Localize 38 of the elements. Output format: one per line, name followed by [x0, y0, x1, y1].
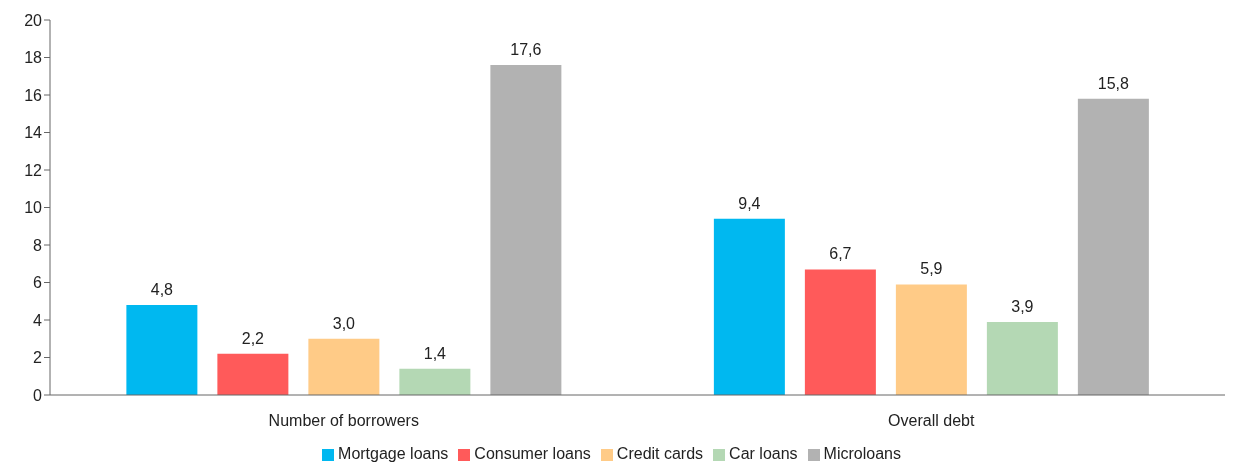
data-label: 2,2	[241, 329, 265, 347]
data-label: 9,4	[738, 194, 761, 212]
bar	[804, 269, 876, 395]
y-tick-label: 16	[24, 86, 43, 104]
y-tick-label: 12	[24, 161, 43, 179]
bar	[986, 321, 1058, 395]
y-tick-label: 8	[33, 236, 43, 254]
x-tick-label: Overall debt	[888, 412, 975, 430]
data-label: 15,8	[1097, 74, 1130, 92]
legend-label: Car loans	[729, 445, 798, 462]
legend-label: Credit cards	[616, 445, 704, 462]
data-label: 6,7	[829, 245, 852, 263]
data-label: 5,9	[920, 260, 943, 278]
bar	[308, 338, 380, 395]
data-label: 17,6	[510, 41, 542, 58]
data-label: 3,0	[332, 314, 356, 332]
y-tick-label: 14	[24, 124, 43, 142]
bar	[490, 65, 562, 395]
data-label: 4,8	[150, 281, 174, 298]
legend-label: Consumer loans	[474, 445, 591, 462]
y-tick-label: 10	[24, 199, 43, 217]
x-tick-label: Number of borrowers	[268, 412, 419, 430]
bar	[126, 305, 198, 395]
data-label: 1,4	[423, 344, 447, 362]
data-label: 3,9	[1011, 297, 1034, 315]
y-tick-label: 20	[24, 11, 43, 29]
y-tick-label: 18	[24, 49, 43, 67]
y-tick-label: 0	[33, 386, 43, 404]
legend-label: Microloans	[823, 445, 901, 462]
y-tick-label: 2	[33, 349, 43, 367]
bar	[217, 353, 289, 395]
y-tick-label: 4	[33, 311, 43, 329]
bar	[399, 368, 471, 395]
bar	[713, 218, 785, 395]
y-tick-label: 6	[33, 274, 43, 292]
bar	[1077, 98, 1149, 395]
legend-label: Mortgage loans	[338, 445, 449, 462]
bar	[895, 284, 967, 395]
